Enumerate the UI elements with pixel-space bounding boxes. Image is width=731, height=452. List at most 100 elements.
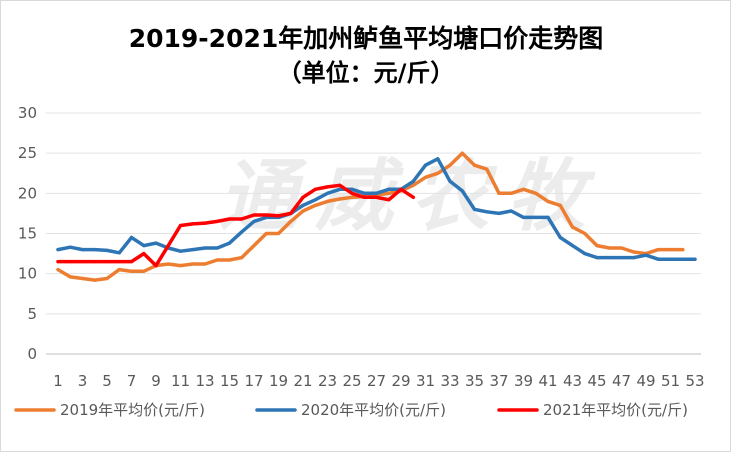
y-tick-label: 5 — [27, 305, 37, 323]
data-point — [56, 248, 60, 252]
data-point — [681, 248, 685, 252]
data-point — [583, 231, 587, 236]
data-point — [240, 217, 244, 221]
chart-subtitle: （单位：元/斤） — [278, 59, 455, 87]
data-point — [423, 175, 428, 179]
data-point — [681, 257, 685, 261]
legend-label: 2020年平均价(元/斤) — [301, 401, 446, 419]
data-point — [178, 249, 183, 253]
data-point — [68, 275, 72, 279]
data-point — [558, 235, 562, 240]
x-tick-label: 39 — [514, 372, 533, 390]
data-point — [668, 248, 673, 252]
data-point — [264, 213, 268, 217]
data-point — [338, 183, 342, 187]
data-point — [534, 191, 538, 195]
data-point — [656, 248, 660, 252]
legend-item: 2020年平均价(元/斤) — [255, 401, 446, 419]
data-point — [191, 262, 195, 266]
data-point — [191, 248, 195, 252]
data-point — [68, 260, 72, 264]
data-point — [350, 187, 354, 191]
x-tick-label: 41 — [538, 372, 557, 390]
data-point — [129, 260, 134, 264]
data-point — [117, 260, 121, 264]
data-point — [387, 198, 391, 202]
data-point — [546, 215, 550, 219]
data-point — [448, 163, 452, 167]
data-point — [252, 219, 256, 223]
data-point — [301, 195, 305, 199]
data-point — [472, 207, 477, 211]
data-point — [632, 250, 636, 254]
data-point — [644, 253, 648, 257]
x-tick-label: 31 — [416, 372, 435, 390]
data-point — [558, 203, 562, 207]
legend-label: 2019年平均价(元/斤) — [60, 401, 205, 419]
data-point — [325, 199, 330, 203]
series-1 — [56, 157, 697, 261]
data-point — [93, 278, 97, 282]
data-point — [166, 244, 170, 248]
x-tick-label: 17 — [244, 372, 263, 390]
series-line — [56, 183, 416, 268]
data-point — [252, 244, 256, 248]
data-point — [411, 179, 415, 183]
data-point — [142, 244, 146, 248]
data-point — [570, 244, 575, 248]
data-point — [215, 219, 219, 223]
data-point — [203, 246, 207, 250]
x-tick-label: 25 — [342, 372, 361, 390]
y-tick-label: 20 — [18, 184, 37, 202]
y-tick-label: 0 — [27, 345, 37, 363]
x-tick-label: 29 — [391, 372, 410, 390]
data-point — [423, 163, 428, 167]
y-tick-label: 15 — [18, 225, 37, 243]
x-tick-label: 47 — [612, 372, 631, 390]
chart-watermark: 通威农牧 — [219, 152, 603, 242]
data-point — [534, 215, 538, 219]
data-point — [485, 167, 489, 171]
data-point — [215, 246, 219, 250]
data-point — [56, 260, 60, 264]
data-point — [595, 256, 599, 260]
data-point — [203, 262, 207, 266]
data-point — [154, 264, 158, 268]
x-tick-label: 1 — [53, 372, 63, 390]
data-point — [619, 246, 624, 250]
data-point — [497, 191, 501, 195]
data-point — [191, 222, 195, 226]
x-axis: 1 3 5 7 9 11 13 15 17 19 21 23 25 27 29 31 33 35 37 39 41 43 4… — [53, 372, 704, 390]
legend-item: 2019年平均价(元/斤) — [14, 401, 205, 419]
data-point — [117, 251, 121, 255]
data-point — [105, 260, 109, 264]
data-point — [105, 276, 109, 281]
data-point — [203, 221, 207, 225]
data-point — [362, 191, 366, 195]
data-point — [619, 256, 624, 260]
x-tick-label: 13 — [195, 372, 214, 390]
x-tick-label: 43 — [563, 372, 582, 390]
data-point — [301, 209, 305, 213]
data-point — [289, 219, 293, 223]
data-point — [693, 257, 697, 261]
data-point — [448, 179, 452, 183]
data-point — [276, 214, 281, 218]
data-point — [325, 191, 330, 195]
data-point — [509, 191, 513, 195]
data-point — [227, 258, 232, 262]
data-point — [485, 210, 489, 214]
data-point — [607, 246, 611, 250]
x-tick-label: 21 — [293, 372, 312, 390]
data-point — [154, 241, 158, 245]
x-tick-label: 45 — [587, 372, 606, 390]
data-point — [80, 260, 85, 264]
data-point — [240, 230, 244, 234]
x-tick-label: 19 — [269, 372, 288, 390]
x-tick-label: 23 — [318, 372, 337, 390]
data-point — [436, 171, 440, 175]
data-point — [338, 187, 342, 191]
data-point — [387, 191, 391, 195]
